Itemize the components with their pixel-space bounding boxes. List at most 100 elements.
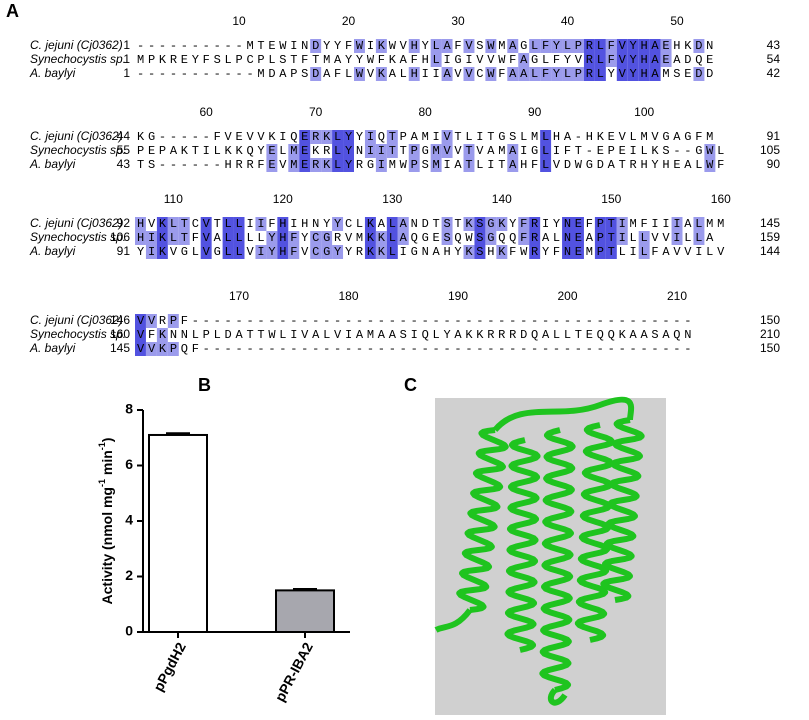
ruler-number: 120 (273, 192, 293, 206)
residue-shade (573, 39, 584, 53)
y-tick-label: 0 (125, 623, 133, 639)
residue-shade (310, 158, 322, 172)
residue-shade (660, 39, 672, 53)
residue-shade (693, 39, 705, 53)
start-position: 92 (117, 216, 131, 230)
residue-shade (299, 130, 311, 144)
residue-shade (266, 158, 278, 172)
residue-shade (474, 217, 486, 231)
residue-shade (693, 67, 705, 81)
error-bar (293, 587, 317, 591)
residue-shade (507, 144, 519, 158)
sequence: HVKLTCVTLLIIFHIHNYYCLKALANDTSTKSGKYFRIYN… (137, 217, 724, 231)
residue-shade (299, 144, 311, 158)
residue-shade (540, 130, 552, 144)
residue-shade (430, 158, 442, 172)
residue-shade (518, 53, 530, 67)
ruler-number: 10 (232, 14, 246, 28)
residue-shade (288, 245, 300, 259)
residue-shade (638, 231, 650, 245)
species-name: C. jejuni (Cj0362) (30, 216, 123, 230)
residue-shade (430, 144, 442, 158)
residue-shade (397, 231, 409, 245)
residue-shade (354, 39, 365, 53)
end-position: 210 (760, 327, 780, 341)
residue-shade (638, 39, 650, 53)
residue-shade (671, 231, 683, 245)
residue-shade (332, 245, 344, 259)
sequence: ----------MTEWINDYYFWIKWVHYLAFVSWMAGLFYL… (137, 39, 713, 53)
species-name: C. jejuni (Cj0362) (30, 38, 123, 52)
end-position: 54 (767, 52, 781, 66)
residue-shade (551, 39, 563, 53)
residue-shade (167, 231, 179, 245)
residue-shade (507, 67, 519, 81)
residue-shade (277, 231, 289, 245)
species-name: A. baylyi (29, 66, 76, 80)
residue-shade (321, 158, 333, 172)
residue-shade (386, 217, 398, 231)
residue-shade (332, 158, 344, 172)
residue-shade (540, 158, 552, 172)
y-axis-label-part: Activity (nmol mg (99, 487, 115, 604)
sequence: -----------MDAPSDAFLWVKALHIIAVVCWFAALFYL… (137, 67, 713, 81)
residue-shade (200, 231, 212, 245)
structure-panel (434, 396, 666, 715)
residue-shade (616, 39, 628, 53)
residue-shade (605, 245, 617, 259)
protein-structure (434, 396, 645, 706)
residue-shade (277, 245, 289, 259)
residue-shade (266, 231, 278, 245)
residue-shade (375, 39, 387, 53)
residue-shade (583, 67, 595, 81)
residue-shade (321, 130, 333, 144)
residue-shade (441, 39, 453, 53)
residue-shade (167, 217, 179, 231)
residue-shade (167, 314, 179, 328)
residue-shade (605, 231, 617, 245)
residue-shade (288, 144, 300, 158)
residue-shade (441, 217, 453, 231)
residue-shade (562, 217, 573, 231)
bar (148, 433, 208, 633)
residue-shade (441, 144, 453, 158)
residue-shade (605, 53, 617, 67)
residue-shade (222, 245, 234, 259)
helix (574, 422, 616, 643)
residue-shade (485, 39, 497, 53)
y-axis-label-part: min (99, 450, 115, 479)
ruler-number: 180 (339, 289, 359, 303)
residue-shade (200, 217, 212, 231)
residue-shade (594, 245, 606, 259)
residue-shade (386, 144, 398, 158)
residue-shade (573, 67, 584, 81)
residue-shade (507, 39, 519, 53)
start-position: 106 (110, 230, 130, 244)
residue-shade (573, 245, 584, 259)
y-axis-label-part: -1 (97, 479, 107, 487)
residue-shade (518, 67, 530, 81)
residue-shade (551, 67, 563, 81)
loop (434, 396, 635, 706)
ruler-number: 20 (342, 14, 356, 28)
species-name: A. baylyi (29, 157, 76, 171)
start-position: 145 (110, 341, 130, 355)
residue-shade (135, 231, 146, 245)
end-position: 145 (760, 216, 780, 230)
ruler-number: 60 (199, 105, 213, 119)
end-position: 144 (760, 244, 780, 258)
residue-shade (310, 231, 322, 245)
residue-shade (638, 67, 650, 81)
start-position: 43 (117, 157, 131, 171)
residue-shade (375, 67, 387, 81)
y-axis-label-part: ) (99, 438, 115, 443)
residue-shade (375, 158, 387, 172)
end-position: 90 (767, 157, 781, 171)
start-position: 55 (117, 143, 131, 157)
residue-shade (562, 245, 573, 259)
residue-shade (135, 314, 146, 328)
ruler-number: 80 (418, 105, 432, 119)
ruler-number: 190 (448, 289, 468, 303)
residue-shade (518, 217, 530, 231)
